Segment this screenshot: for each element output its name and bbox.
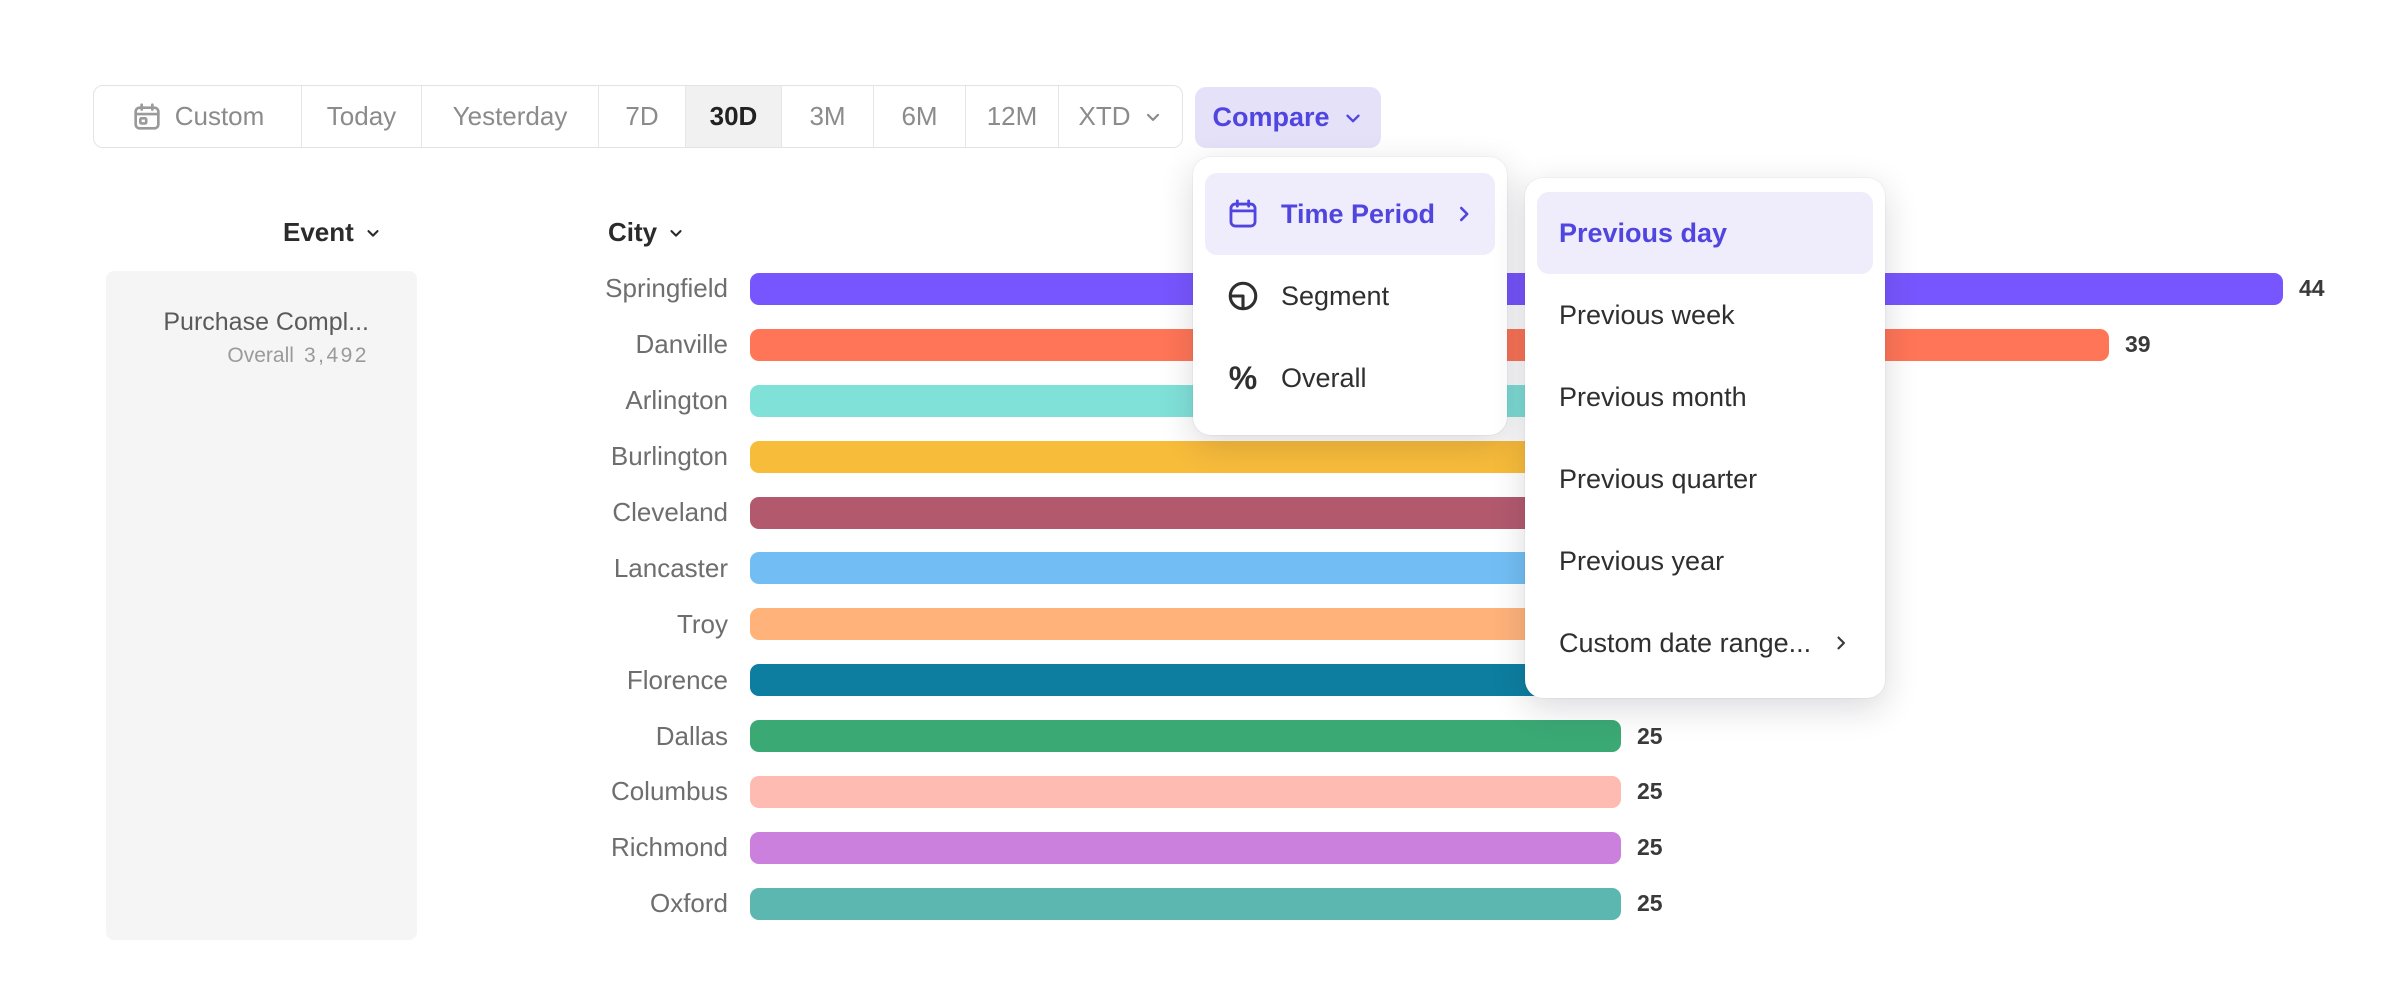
- bar[interactable]: [750, 720, 1621, 753]
- city-column-header[interactable]: City: [608, 217, 685, 248]
- bar[interactable]: [750, 272, 2283, 305]
- overall-label: Overall: [227, 344, 294, 367]
- bar[interactable]: [750, 775, 1621, 808]
- chevron-down-icon: [1342, 107, 1364, 129]
- bar-category-label: Columbus: [610, 776, 728, 807]
- submenu-item-previous-month[interactable]: Previous month: [1559, 381, 1747, 412]
- bar-category-label: Lancaster: [613, 552, 728, 583]
- bar-row: Springfield 44: [380, 261, 2394, 317]
- calendar-icon: [1225, 197, 1261, 231]
- event-header-label: Event: [283, 217, 354, 247]
- bar-row: Oxford 25: [380, 876, 2394, 932]
- menu-item-label: Time Period: [1281, 198, 1436, 229]
- bar-category-label: Florence: [626, 664, 728, 695]
- bar-category-label: Springfield: [605, 273, 728, 304]
- bar-row: Florence: [380, 652, 2394, 708]
- bar-category-label: Arlington: [625, 385, 728, 416]
- date-range-today-button[interactable]: Today: [301, 86, 421, 147]
- bar-value: 25: [1637, 778, 1663, 805]
- bar-row: Columbus 25: [380, 764, 2394, 820]
- bar-value: 44: [2299, 275, 2325, 302]
- event-panel[interactable]: Purchase Compl... Overall 3,492: [106, 271, 417, 940]
- bar-value: 25: [1637, 890, 1663, 917]
- bar-value: 25: [1637, 722, 1663, 749]
- compare-button[interactable]: Compare: [1195, 87, 1381, 148]
- chevron-right-icon: [1831, 633, 1851, 653]
- compare-menu: Time Period Segment % Overall: [1193, 157, 1507, 435]
- date-range-yesterday-button[interactable]: Yesterday: [421, 86, 598, 147]
- bar-category-label: Danville: [635, 329, 729, 360]
- submenu-item-previous-quarter[interactable]: Previous quarter: [1559, 463, 1758, 494]
- submenu-item-previous-year[interactable]: Previous year: [1559, 545, 1725, 576]
- bar-row: Lancaster: [380, 540, 2394, 596]
- submenu-item-custom-date-range[interactable]: Custom date range...: [1537, 602, 1873, 684]
- bar-category-label: Burlington: [610, 441, 728, 472]
- bar-category-label: Cleveland: [612, 497, 728, 527]
- segment-icon: [1225, 279, 1261, 313]
- bar-row: Burlington: [380, 429, 2394, 485]
- submenu-item-previous-day[interactable]: Previous day: [1537, 192, 1873, 274]
- date-range-label: Custom: [174, 101, 265, 131]
- menu-item-segment[interactable]: Segment: [1205, 255, 1495, 337]
- chevron-down-icon: [1143, 107, 1163, 127]
- bar-row: Cleveland: [380, 485, 2394, 541]
- percent-icon: %: [1228, 360, 1258, 396]
- bar[interactable]: [750, 887, 1621, 920]
- date-range-7d-button[interactable]: 7D: [598, 86, 685, 147]
- time-period-submenu: Previous day Previous week Previous mont…: [1525, 178, 1885, 698]
- menu-item-time-period[interactable]: Time Period: [1205, 173, 1495, 255]
- event-column-header[interactable]: Event: [283, 217, 382, 248]
- compare-label: Compare: [1212, 102, 1330, 132]
- bar[interactable]: [750, 831, 1621, 864]
- chevron-right-icon: [1453, 203, 1475, 225]
- calendar-icon: [131, 101, 163, 133]
- bar-row: Dallas 25: [380, 708, 2394, 764]
- bar-category-label: Dallas: [655, 720, 728, 751]
- event-overall-row: Overall 3,492: [106, 343, 369, 369]
- chevron-down-icon: [670, 229, 682, 237]
- date-range-3m-button[interactable]: 3M: [781, 86, 873, 147]
- menu-item-label: Segment: [1281, 280, 1390, 311]
- bar-value: 25: [1637, 834, 1663, 861]
- city-header-label: City: [608, 217, 658, 247]
- date-range-30d-button[interactable]: 30D: [685, 86, 781, 147]
- bar-value: 39: [2125, 331, 2151, 358]
- overall-value: 3,492: [303, 344, 369, 367]
- bar-row: Richmond 25: [380, 820, 2394, 876]
- bar-category-label: Oxford: [649, 888, 728, 919]
- date-range-xtd-button[interactable]: XTD: [1058, 86, 1182, 147]
- bar-category-label: Richmond: [610, 832, 728, 863]
- event-name: Purchase Compl...: [163, 308, 369, 336]
- chevron-down-icon: [367, 229, 379, 237]
- bar-category-label: Troy: [676, 608, 728, 639]
- date-range-6m-button[interactable]: 6M: [873, 86, 965, 147]
- submenu-item-previous-week[interactable]: Previous week: [1559, 299, 1735, 330]
- menu-item-label: Overall: [1281, 362, 1367, 393]
- date-range-custom-button[interactable]: Custom: [94, 86, 301, 147]
- date-range-12m-button[interactable]: 12M: [965, 86, 1058, 147]
- bar-row: Troy: [380, 596, 2394, 652]
- date-range-toolbar: Custom Today Yesterday 7D 30D 3M 6M 12M …: [93, 85, 1183, 148]
- menu-item-overall[interactable]: % Overall: [1205, 337, 1495, 419]
